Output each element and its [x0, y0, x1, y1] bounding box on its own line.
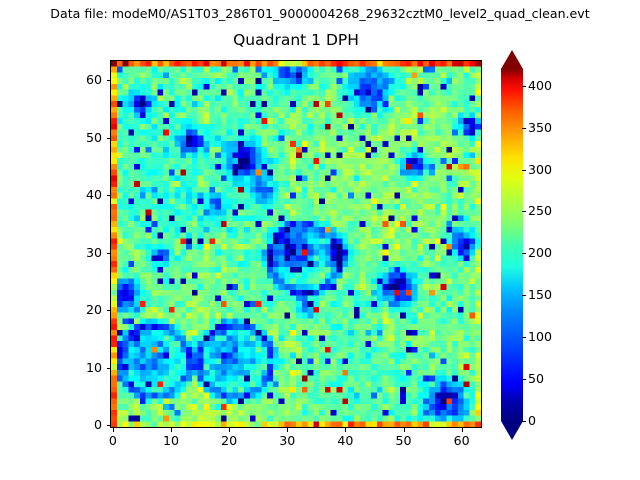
- x-tick-mark: [461, 428, 463, 432]
- y-tick-label: 40: [85, 187, 102, 203]
- y-tick-label: 50: [85, 129, 102, 145]
- colorbar-tick-label: 150: [528, 287, 553, 303]
- colorbar-tick-label: 350: [528, 119, 553, 135]
- x-tick-mark: [112, 428, 114, 432]
- colorbar-tick-mark: [522, 127, 526, 129]
- x-tick-label: 0: [108, 433, 117, 448]
- colorbar[interactable]: [501, 50, 525, 440]
- page-title: Quadrant 1 DPH: [233, 31, 359, 49]
- x-tick-label: 10: [163, 433, 180, 448]
- y-tick-mark: [106, 252, 110, 254]
- y-tick-label: 30: [85, 244, 102, 260]
- colorbar-tick-label: 200: [528, 245, 553, 261]
- x-tick-label: 40: [337, 433, 354, 448]
- colorbar-tick-label: 250: [528, 203, 553, 219]
- colorbar-tick-label: 100: [528, 329, 553, 345]
- x-tick-mark: [171, 428, 173, 432]
- x-tick-label: 20: [221, 433, 238, 448]
- colorbar-tick-mark: [522, 253, 526, 255]
- heatmap-image: [111, 61, 481, 427]
- y-tick-mark: [106, 425, 110, 427]
- x-tick-mark: [229, 428, 231, 432]
- y-tick-label: 0: [93, 417, 102, 433]
- y-tick-label: 60: [85, 72, 102, 88]
- colorbar-gradient: [501, 50, 523, 440]
- x-tick-label: 60: [453, 433, 470, 448]
- y-tick-mark: [106, 367, 110, 369]
- y-tick-mark: [106, 137, 110, 139]
- colorbar-tick-mark: [522, 421, 526, 422]
- colorbar-tick-mark: [522, 295, 526, 297]
- colorbar-tick-mark: [522, 379, 526, 381]
- y-tick-label: 10: [85, 359, 102, 375]
- y-tick-mark: [106, 195, 110, 197]
- y-tick-label: 20: [85, 302, 102, 318]
- x-tick-mark: [287, 428, 289, 432]
- x-tick-label: 30: [279, 433, 296, 448]
- colorbar-tick-mark: [522, 211, 526, 213]
- x-tick-mark: [345, 428, 347, 432]
- colorbar-tick-mark: [522, 85, 526, 87]
- colorbar-tick-label: 300: [528, 161, 553, 177]
- y-tick-mark: [106, 80, 110, 82]
- colorbar-tick-label: 400: [528, 77, 553, 93]
- colorbar-tick-label: 0: [528, 413, 537, 428]
- x-tick-mark: [403, 428, 405, 432]
- data-file-suptitle: Data file: modeM0/AS1T03_286T01_90000042…: [50, 6, 590, 21]
- x-tick-label: 50: [395, 433, 412, 448]
- colorbar-tick-mark: [522, 337, 526, 339]
- y-tick-mark: [106, 310, 110, 312]
- heatmap-axes[interactable]: [110, 60, 482, 428]
- colorbar-tick-label: 50: [528, 371, 545, 387]
- colorbar-tick-mark: [522, 169, 526, 171]
